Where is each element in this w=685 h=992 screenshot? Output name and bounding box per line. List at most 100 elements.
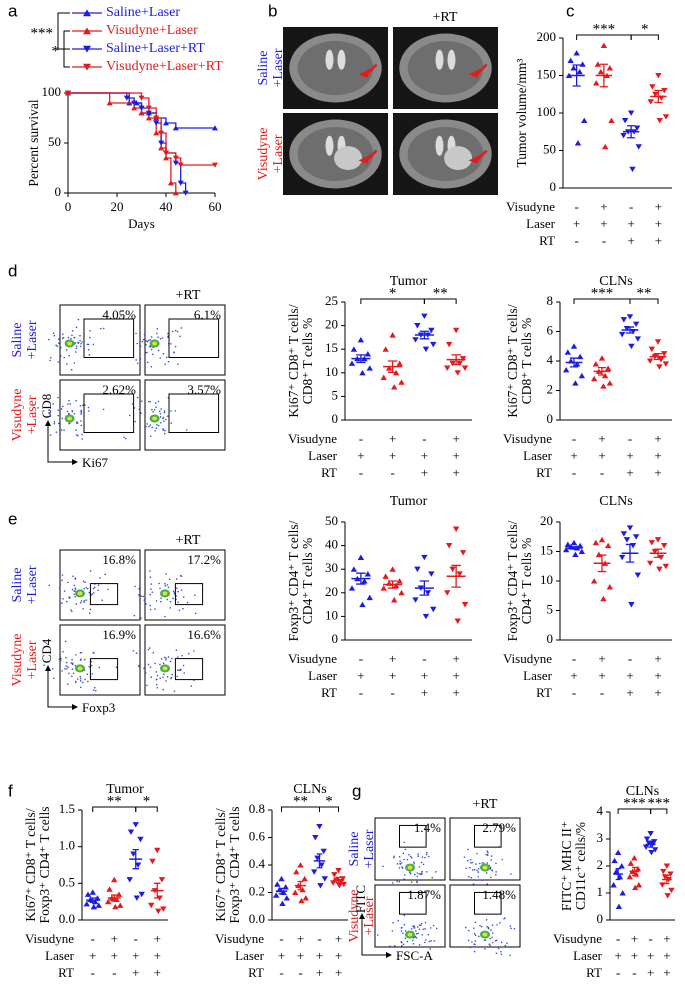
event-dot [149, 576, 152, 578]
event-dot [169, 660, 172, 663]
event-dot [489, 937, 491, 940]
event-dot [144, 412, 147, 414]
gate [174, 658, 204, 681]
event-dot [421, 856, 424, 858]
survival-step [180, 182, 187, 193]
data-point [117, 902, 124, 908]
data-point [336, 883, 343, 889]
event-dot [61, 579, 63, 582]
significance-bracket [319, 806, 339, 812]
error-bar [387, 580, 398, 589]
condition-sign: + [654, 668, 661, 683]
event-dot [475, 863, 477, 865]
data-point [350, 566, 358, 572]
event-dot [181, 654, 183, 657]
x-tick-label: 40 [160, 199, 173, 214]
event-dot [159, 337, 162, 340]
event-dot [88, 410, 90, 412]
condition-sign: + [647, 948, 654, 963]
event-dot [155, 600, 158, 602]
event-dot [77, 318, 80, 321]
event-dot [478, 862, 481, 865]
column-header: +RT [176, 533, 201, 548]
event-dot [75, 326, 78, 329]
y-axis-label: Tumor volume/mm³ [514, 59, 529, 168]
event-dot [416, 875, 419, 878]
y-axis-label: Ki67⁺ CD8⁺ T cells/ [505, 304, 520, 417]
significance-label: ** [433, 285, 448, 301]
event-dot [403, 873, 406, 876]
data-point [648, 540, 656, 546]
event-dot [389, 945, 391, 947]
event-dot [428, 940, 431, 943]
event-dot [65, 661, 68, 664]
y-tick-label: 20 [540, 513, 553, 528]
event-dot [59, 659, 62, 662]
data-point [627, 110, 635, 116]
event-dot [68, 354, 70, 357]
event-dot [80, 600, 83, 602]
event-dot [87, 406, 90, 409]
data-point [348, 360, 356, 366]
event-dot [58, 418, 61, 421]
event-dot [176, 656, 179, 658]
event-dot [64, 640, 67, 643]
event-core [482, 865, 488, 870]
event-dot [159, 413, 162, 415]
condition-sign: - [628, 651, 632, 666]
significance-label: *** [591, 285, 614, 301]
condition-label: Visudyne [288, 431, 337, 446]
y-tick-label: 30 [325, 560, 338, 575]
event-dot [164, 615, 166, 618]
event-dot [79, 339, 81, 342]
data-point [660, 868, 667, 875]
event-dot [471, 861, 474, 864]
data-point [628, 343, 635, 350]
data-point [610, 882, 617, 888]
chart-title: CLNs [626, 784, 659, 799]
event-dot [403, 914, 406, 917]
data-point [662, 563, 670, 570]
event-dot [177, 590, 179, 593]
event-dot [165, 680, 167, 682]
event-dot [399, 863, 402, 865]
event-dot [170, 342, 172, 345]
gate [174, 583, 204, 606]
event-dot [59, 584, 62, 587]
row-label: +Laser [362, 896, 377, 935]
event-dot [413, 927, 416, 929]
data-point [364, 351, 372, 357]
event-dot [77, 341, 80, 344]
data-point [660, 543, 668, 549]
data-point [106, 886, 113, 892]
panel-letter: d [8, 261, 17, 280]
event-dot [48, 338, 50, 341]
event-dot [73, 593, 76, 596]
y-tick-label: 20 [325, 317, 338, 332]
error-bar [664, 874, 670, 885]
data-point [570, 343, 578, 349]
event-dot [76, 434, 79, 437]
data-point [634, 336, 642, 342]
condition-sign: - [298, 965, 302, 980]
event-dot [123, 436, 125, 439]
y-tick-label: 0 [550, 179, 557, 194]
event-dot [151, 353, 154, 356]
event-dot [396, 863, 399, 865]
event-dot [185, 429, 188, 431]
event-dot [183, 672, 186, 674]
event-dot [417, 932, 419, 935]
y-tick-label: 50 [325, 513, 338, 528]
event-dot [48, 409, 50, 411]
event-dot [402, 932, 404, 935]
data-point [628, 602, 635, 608]
event-dot [393, 945, 396, 947]
event-dot [180, 589, 183, 591]
event-dot [167, 586, 170, 589]
event-dot [167, 360, 170, 363]
condition-sign: + [154, 948, 161, 963]
event-dot [138, 594, 140, 596]
event-dot [87, 680, 89, 683]
data-point [382, 346, 389, 352]
y-tick-label: 0 [332, 631, 339, 646]
